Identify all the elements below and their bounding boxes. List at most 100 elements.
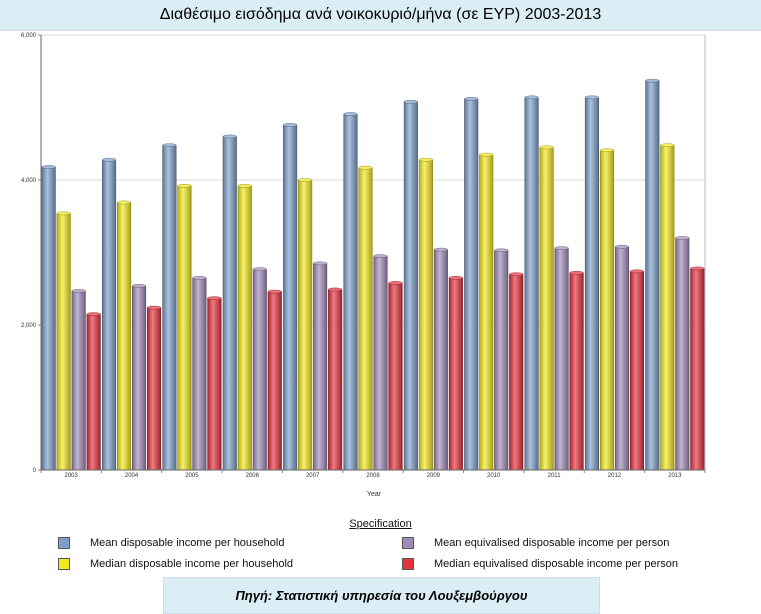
bar-2007-series-3 bbox=[328, 289, 343, 471]
bar-2012-series-0 bbox=[584, 97, 600, 471]
bar-2010-series-3 bbox=[509, 273, 524, 471]
x-tick-label: 2009 bbox=[427, 473, 441, 479]
bar-cap bbox=[237, 183, 252, 188]
bar-2007-series-1 bbox=[298, 179, 313, 471]
bar-cap bbox=[539, 145, 554, 150]
y-tick-label: 4,000 bbox=[21, 178, 37, 184]
legend-swatch bbox=[402, 537, 414, 549]
bar-cap bbox=[71, 289, 86, 293]
x-tick-label: 2005 bbox=[185, 473, 199, 479]
bar-cap bbox=[464, 97, 479, 101]
bar-2004-series-2 bbox=[131, 285, 147, 471]
bar-cap bbox=[630, 269, 644, 274]
bar-cap bbox=[585, 95, 599, 100]
bar-2009-series-0 bbox=[403, 101, 418, 471]
bar-2006-series-2 bbox=[252, 268, 267, 471]
bar-2008-series-0 bbox=[343, 113, 358, 471]
bar-2013-series-1 bbox=[660, 144, 675, 471]
source-note: Πηγή: Στατιστική υπηρεσία του Λουξεμβούρ… bbox=[163, 577, 600, 614]
bars bbox=[41, 78, 705, 471]
bar-2003-series-3 bbox=[86, 313, 101, 471]
bar-2007-series-0 bbox=[283, 124, 298, 471]
axes: 0 2,000 4,000 6,000 2003 2004 2005 2006 2007 2008… bbox=[21, 33, 706, 479]
x-tick-label: 2012 bbox=[608, 473, 622, 479]
bar-2009-series-1 bbox=[418, 159, 433, 471]
bar-cap bbox=[207, 296, 222, 300]
bar-cap bbox=[509, 272, 524, 277]
bar-chart: 0 2,000 4,000 6,000 2003 2004 2005 2006 2007 2008… bbox=[21, 33, 706, 498]
bar-2005-series-3 bbox=[207, 297, 222, 471]
x-tick-label: 2013 bbox=[668, 473, 682, 479]
x-tick-label: 2003 bbox=[65, 473, 79, 479]
bar-cap bbox=[298, 178, 313, 182]
bar-2012-series-2 bbox=[614, 246, 630, 471]
bar-2007-series-2 bbox=[313, 263, 328, 471]
bar-cap bbox=[313, 261, 328, 266]
bar-2003-series-1 bbox=[56, 213, 71, 471]
x-tick-label: 2007 bbox=[306, 473, 320, 479]
bar-2009-series-3 bbox=[448, 277, 463, 471]
legend-label: Mean disposable income per household bbox=[90, 537, 285, 549]
bar-cap bbox=[448, 276, 463, 280]
legend-swatch bbox=[58, 537, 70, 549]
bar-2003-series-0 bbox=[41, 166, 56, 471]
bar-cap bbox=[192, 276, 207, 280]
x-tick-label: 2008 bbox=[366, 473, 380, 479]
bar-2006-series-1 bbox=[237, 185, 252, 471]
bar-2010-series-1 bbox=[479, 154, 494, 471]
bar-cap bbox=[524, 95, 539, 100]
bar-2006-series-3 bbox=[267, 291, 282, 471]
x-tick-label: 2010 bbox=[487, 473, 501, 479]
bar-cap bbox=[252, 267, 267, 271]
legend-label: Median disposable income per household bbox=[90, 558, 294, 570]
bar-cap bbox=[283, 123, 298, 127]
bar-cap bbox=[132, 284, 146, 288]
y-tick-label: 6,000 bbox=[21, 33, 37, 39]
bar-cap bbox=[162, 143, 177, 147]
bar-cap bbox=[177, 183, 192, 188]
legend-swatch bbox=[58, 558, 70, 570]
bar-cap bbox=[86, 312, 101, 316]
bar-2011-series-3 bbox=[569, 272, 584, 471]
bar-2005-series-1 bbox=[177, 185, 192, 471]
bar-cap bbox=[328, 287, 343, 292]
legend-title: Specification bbox=[349, 518, 412, 530]
bar-2004-series-0 bbox=[101, 159, 117, 471]
bar-2008-series-2 bbox=[373, 255, 388, 471]
chart-title: Διαθέσιμο εισόδημα ανά νοικοκυριό/μήνα (… bbox=[0, 0, 761, 31]
bar-2013-series-2 bbox=[675, 237, 690, 471]
legend-swatch bbox=[402, 558, 414, 570]
bar-2006-series-0 bbox=[222, 136, 237, 471]
bar-cap bbox=[102, 157, 116, 162]
bar-cap bbox=[418, 157, 433, 162]
y-tick-label: 2,000 bbox=[21, 323, 37, 329]
bar-cap bbox=[554, 246, 569, 250]
bar-cap bbox=[569, 270, 584, 275]
bar-cap bbox=[479, 152, 494, 157]
bar-cap bbox=[615, 244, 629, 249]
bar-2012-series-3 bbox=[629, 271, 645, 471]
bar-2003-series-2 bbox=[71, 290, 86, 471]
bar-2011-series-2 bbox=[554, 247, 569, 471]
bar-2010-series-0 bbox=[464, 98, 479, 471]
bar-cap bbox=[690, 266, 705, 271]
y-tick-label: 0 bbox=[33, 468, 37, 474]
bar-cap bbox=[660, 143, 675, 147]
bar-cap bbox=[222, 134, 237, 139]
legend: Specification Mean disposable income per… bbox=[0, 515, 761, 577]
bar-2008-series-3 bbox=[388, 282, 403, 471]
bar-cap bbox=[373, 254, 388, 258]
x-tick-label: 2006 bbox=[246, 473, 260, 479]
bar-2004-series-3 bbox=[146, 307, 162, 471]
x-tick-label: 2004 bbox=[125, 473, 139, 479]
x-tick-label: 2011 bbox=[548, 473, 562, 479]
bar-2010-series-2 bbox=[494, 250, 509, 471]
bar-2005-series-0 bbox=[162, 144, 177, 471]
bar-cap bbox=[343, 112, 358, 116]
bar-cap bbox=[358, 165, 373, 170]
bar-cap bbox=[600, 148, 614, 153]
bar-2008-series-1 bbox=[358, 167, 373, 471]
bar-2011-series-0 bbox=[524, 97, 539, 471]
bar-2013-series-0 bbox=[645, 80, 660, 471]
bar-2009-series-2 bbox=[433, 249, 448, 471]
